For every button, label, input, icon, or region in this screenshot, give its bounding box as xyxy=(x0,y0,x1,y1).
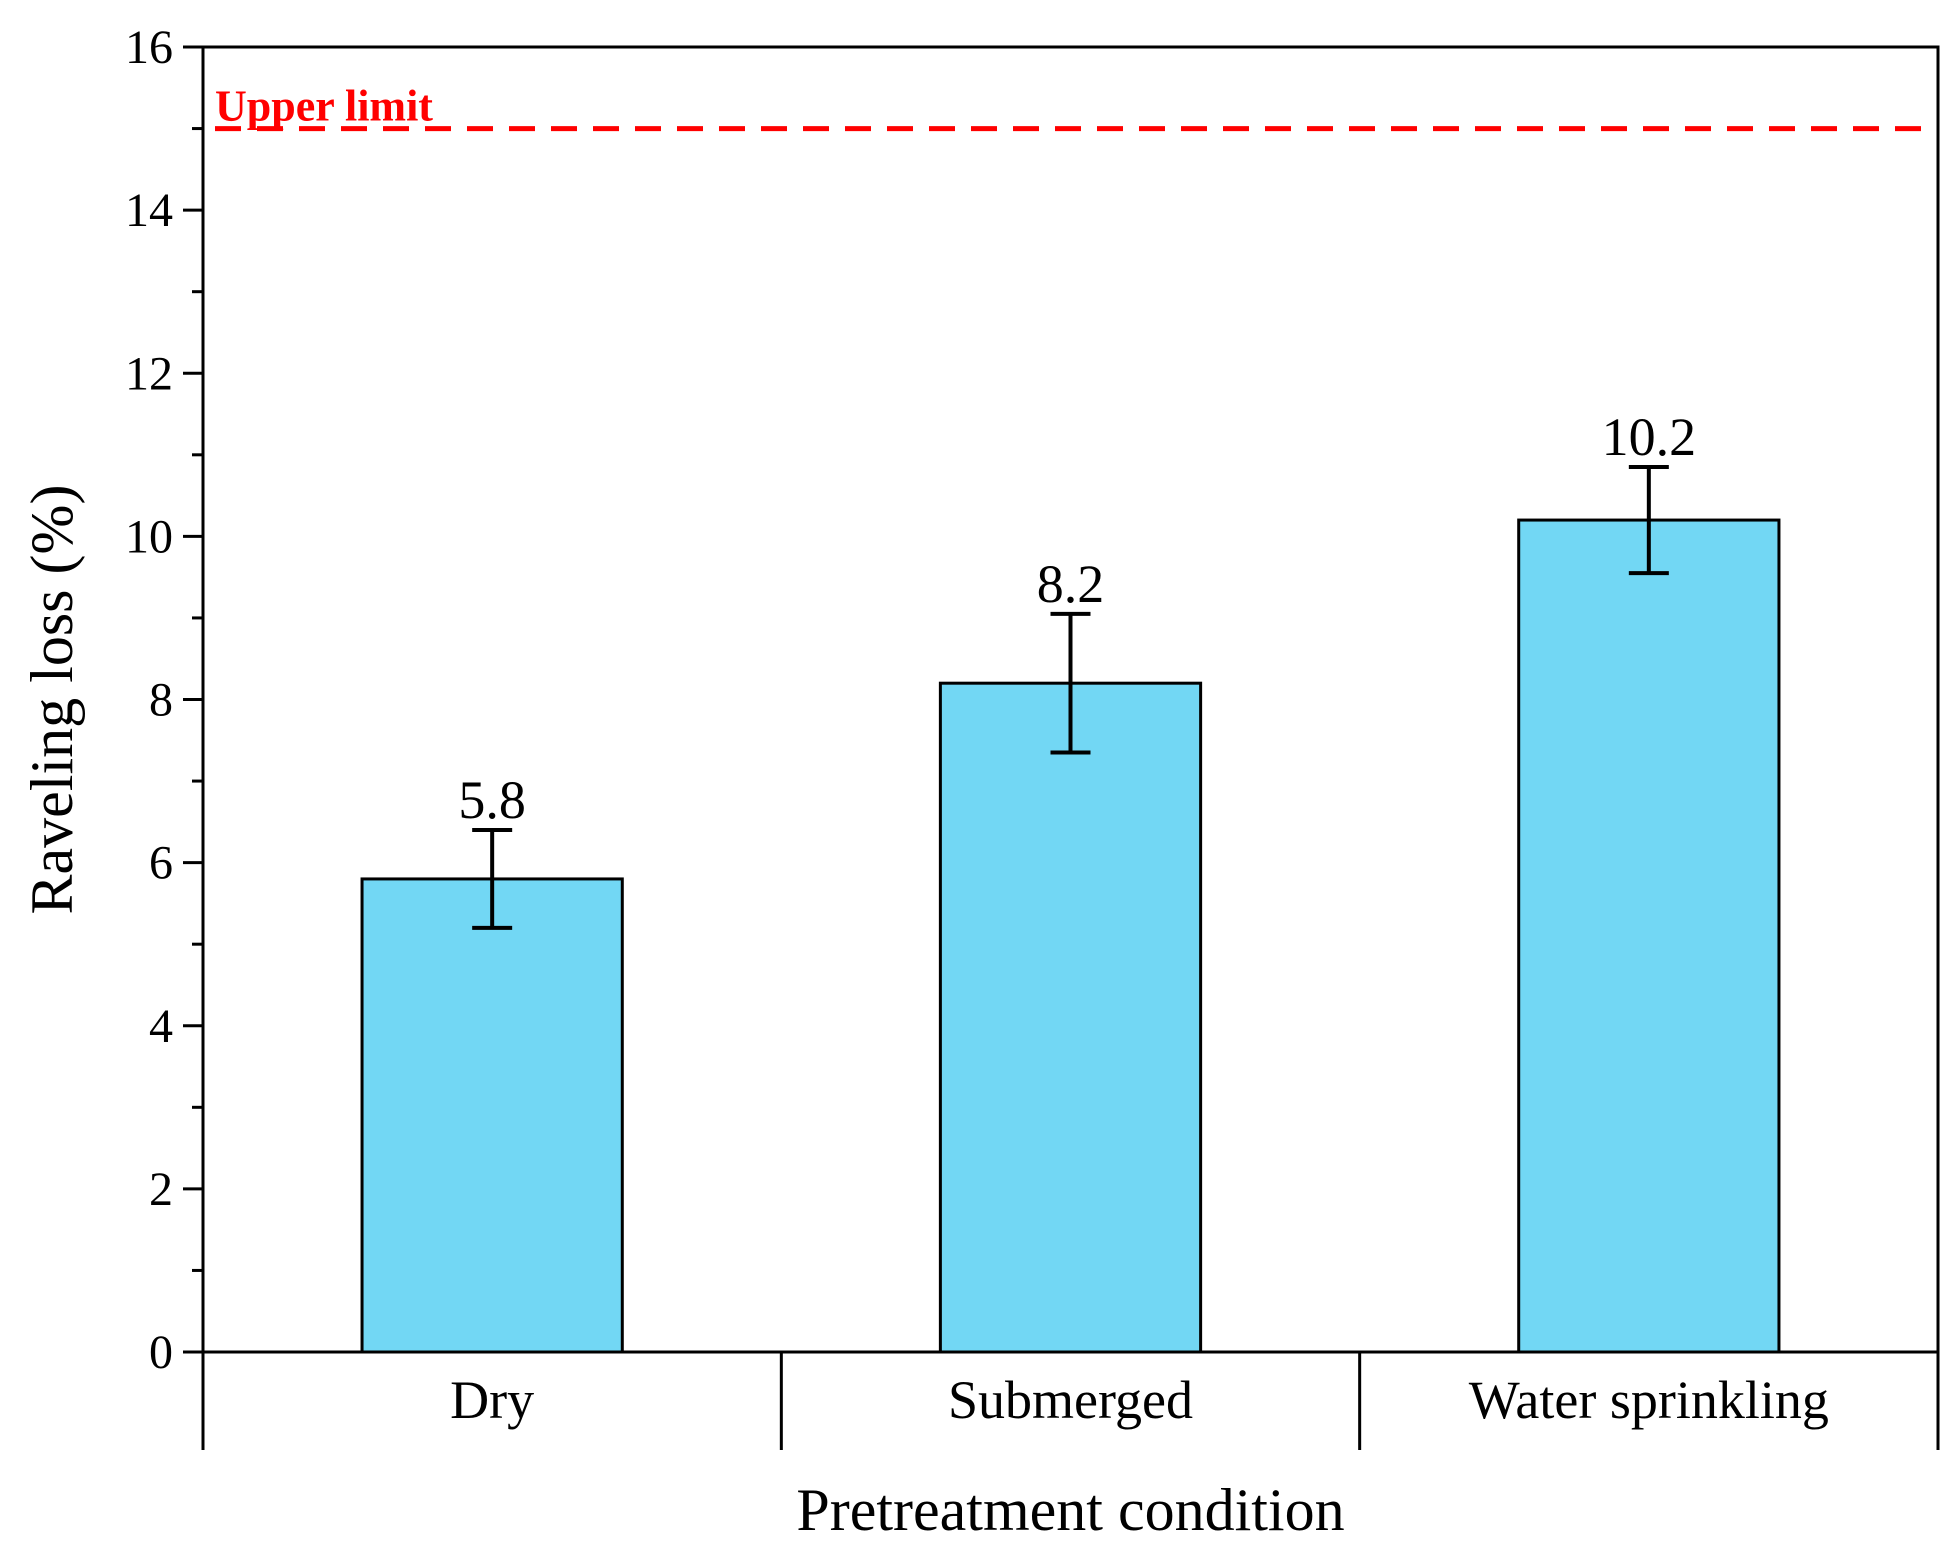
upper-limit-label: Upper limit xyxy=(215,82,433,131)
y-tick-label: 14 xyxy=(125,184,173,237)
x-category-label: Dry xyxy=(450,1370,534,1430)
bar xyxy=(938,681,1203,1354)
x-axis-title: Pretreatment condition xyxy=(796,1477,1344,1543)
bar-value-label: 10.2 xyxy=(1602,407,1697,467)
x-category-label: Water sprinkling xyxy=(1469,1370,1829,1430)
y-axis: 0 2 4 6 8 10 12 14 16 xyxy=(125,21,203,1379)
y-tick-label: 0 xyxy=(149,1326,173,1379)
bar-value-label: 8.2 xyxy=(1037,554,1105,614)
x-axis: Dry Submerged Water sprinkling xyxy=(201,1352,1940,1450)
y-tick-label: 4 xyxy=(149,1000,173,1053)
bar-value-label: 5.8 xyxy=(458,770,526,830)
y-tick-label: 2 xyxy=(149,1163,173,1216)
y-tick-label: 6 xyxy=(149,837,173,890)
bar xyxy=(360,877,624,1354)
y-tick-label: 8 xyxy=(149,674,173,727)
reference-line-group: Upper limit xyxy=(215,82,1938,132)
x-category-label: Submerged xyxy=(948,1370,1193,1430)
bars xyxy=(360,518,1781,1354)
error-bars xyxy=(472,465,1669,930)
bar xyxy=(1517,518,1781,1354)
bar-value-labels: 5.8 8.2 10.2 xyxy=(458,407,1696,830)
y-tick-label: 10 xyxy=(125,510,173,563)
plot-frame xyxy=(201,45,1940,1354)
y-axis-title: Raveling loss (%) xyxy=(19,485,85,915)
y-tick-label: 12 xyxy=(125,347,173,400)
y-tick-label: 16 xyxy=(125,21,173,74)
